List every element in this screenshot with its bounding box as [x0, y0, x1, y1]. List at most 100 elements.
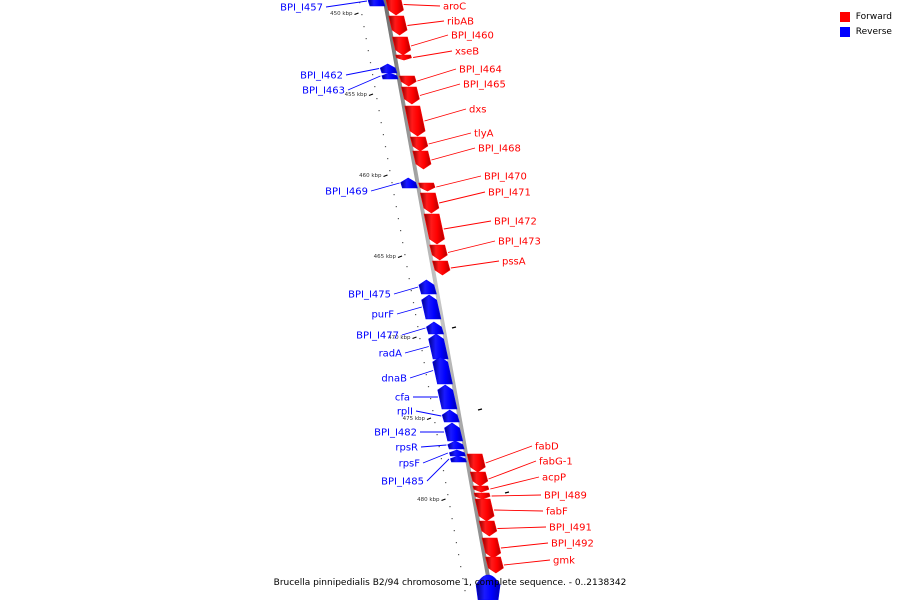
gene-bpi-i465[interactable]: [401, 86, 420, 105]
scale-tick: [504, 491, 510, 494]
gene-bpi-i462[interactable]: [379, 63, 398, 74]
gene-label-fabf[interactable]: fabF: [546, 507, 568, 518]
gene-label-bpi-i475[interactable]: BPI_I475: [348, 290, 391, 301]
gene-label-dnab[interactable]: dnaB: [381, 374, 407, 385]
gene-leader-tlya: [428, 132, 472, 145]
gene-bpi-i492[interactable]: [481, 537, 502, 559]
gene-dnab[interactable]: [432, 356, 453, 385]
guide-dot: [453, 530, 455, 532]
gene-xseb[interactable]: [395, 54, 412, 61]
gene-bpi-i475[interactable]: [418, 279, 437, 295]
gene-label-rada[interactable]: radA: [379, 349, 403, 360]
gene-bpi-i457[interactable]: [367, 0, 386, 7]
gene-fabd[interactable]: [466, 453, 486, 473]
scale-tick: [477, 408, 483, 411]
gene-label-ribab[interactable]: ribAB: [447, 17, 474, 28]
gene-bpi-i471[interactable]: [419, 192, 440, 214]
gene-label-fabg-1[interactable]: fabG-1: [539, 457, 573, 468]
gene-label-bpi-i468[interactable]: BPI_I468: [478, 144, 521, 155]
gene-bpi-i469[interactable]: [400, 177, 418, 189]
gene-label-gmk[interactable]: gmk: [553, 556, 575, 567]
gene-tlya[interactable]: [409, 136, 429, 152]
gene-label-rpli[interactable]: rplI: [397, 407, 413, 418]
gene-bpi-i470[interactable]: [418, 182, 436, 192]
gene-aroc[interactable]: [385, 0, 404, 16]
gene-leader-bpi-i465: [419, 83, 461, 96]
gene-leader-fabd: [485, 445, 533, 464]
guide-dot: [402, 242, 404, 244]
gene-label-pssa[interactable]: pssA: [502, 257, 526, 268]
gene-bpi-i491[interactable]: [478, 520, 498, 537]
gene-rpsr[interactable]: [447, 440, 465, 450]
gene-label-bpi-i464[interactable]: BPI_I464: [459, 65, 502, 76]
gene-label-bpi-i470[interactable]: BPI_I470: [484, 172, 527, 183]
gene-label-bpi-i463[interactable]: BPI_I463: [302, 86, 345, 97]
gene-dxs[interactable]: [404, 105, 426, 137]
guide-dot: [458, 554, 460, 556]
gene-pssa[interactable]: [432, 260, 451, 276]
scale-tick: [451, 326, 457, 329]
gene-label-aroc[interactable]: aroC: [443, 2, 466, 13]
gene-bpi-i460[interactable]: [392, 36, 411, 56]
gene-acpp[interactable]: [472, 485, 490, 493]
gene-bpi-i463[interactable]: [381, 72, 399, 80]
gene-label-bpi-i489[interactable]: BPI_I489: [544, 491, 587, 502]
gene-label-bpi-i472[interactable]: BPI_I472: [494, 217, 537, 228]
gene-fabf[interactable]: [474, 498, 495, 522]
gene-bpi-i485[interactable]: [450, 455, 467, 463]
scale-label: 475 kbp: [403, 416, 426, 422]
guide-dot: [417, 326, 419, 328]
guide-dot: [434, 422, 436, 424]
gene-bpi-i473[interactable]: [429, 244, 448, 261]
gene-label-bpi-i492[interactable]: BPI_I492: [551, 539, 594, 550]
gene-leader-bpi-i463: [347, 75, 381, 91]
gene-label-dxs[interactable]: dxs: [469, 105, 486, 116]
gene-label-acpp[interactable]: acpP: [542, 473, 566, 484]
gene-ribab[interactable]: [388, 15, 408, 36]
gene-gmk[interactable]: [485, 556, 504, 574]
gene-label-bpi-i473[interactable]: BPI_I473: [498, 237, 541, 248]
gene-rpli[interactable]: [441, 409, 460, 423]
gene-label-bpi-i457[interactable]: BPI_I457: [280, 3, 323, 14]
guide-dot: [447, 494, 449, 496]
gene-label-tlya[interactable]: tlyA: [474, 129, 494, 140]
guide-dot: [397, 218, 399, 220]
gene-label-cfa[interactable]: cfa: [395, 393, 410, 404]
gene-fabg-1[interactable]: [469, 471, 489, 487]
gene-leader-bpi-i462: [345, 68, 380, 76]
gene-label-bpi-i491[interactable]: BPI_I491: [549, 523, 592, 534]
guide-dot: [425, 374, 427, 376]
gene-purf[interactable]: [421, 294, 442, 320]
gene-cfa[interactable]: [437, 384, 458, 410]
gene-bpi-i472[interactable]: [423, 213, 445, 245]
gene-label-bpi-i485[interactable]: BPI_I485: [381, 477, 424, 488]
gene-label-bpi-i482[interactable]: BPI_I482: [374, 428, 417, 439]
gene-bpi-i468[interactable]: [412, 150, 432, 170]
gene-label-bpi-i462[interactable]: BPI_I462: [300, 71, 343, 82]
gene-label-rpsr[interactable]: rpsR: [395, 443, 418, 454]
gene-label-bpi-i471[interactable]: BPI_I471: [488, 188, 531, 199]
gene-label-bpi-i460[interactable]: BPI_I460: [451, 31, 494, 42]
guide-dot: [387, 158, 389, 160]
gene-label-purf[interactable]: purF: [371, 310, 394, 321]
scale-label: 460 kbp: [359, 173, 382, 179]
gene-label-fabd[interactable]: fabD: [535, 442, 559, 453]
gene-label-bpi-i477[interactable]: BPI_I477: [356, 331, 399, 342]
guide-dot: [445, 482, 447, 484]
gene-label-xseb[interactable]: xseB: [455, 47, 479, 58]
guide-dot: [455, 542, 457, 544]
gene-label-rpsf[interactable]: rpsF: [399, 459, 421, 470]
gene-leader-bpi-i473: [447, 240, 496, 253]
gene-bpi-i489[interactable]: [473, 492, 491, 500]
guide-dot: [432, 410, 434, 412]
gene-bpi-i464[interactable]: [398, 75, 417, 87]
legend-item-forward: Forward: [839, 9, 892, 24]
scale-tick: [426, 417, 432, 421]
gene-partial-bottom[interactable]: [475, 574, 501, 600]
gene-leader-bpi-i491: [497, 526, 547, 529]
gene-leader-rpli: [415, 410, 442, 417]
gene-rpsf[interactable]: [449, 449, 466, 457]
gene-label-bpi-i465[interactable]: BPI_I465: [463, 80, 506, 91]
guide-dot: [359, 2, 361, 4]
gene-label-bpi-i469[interactable]: BPI_I469: [325, 187, 368, 198]
